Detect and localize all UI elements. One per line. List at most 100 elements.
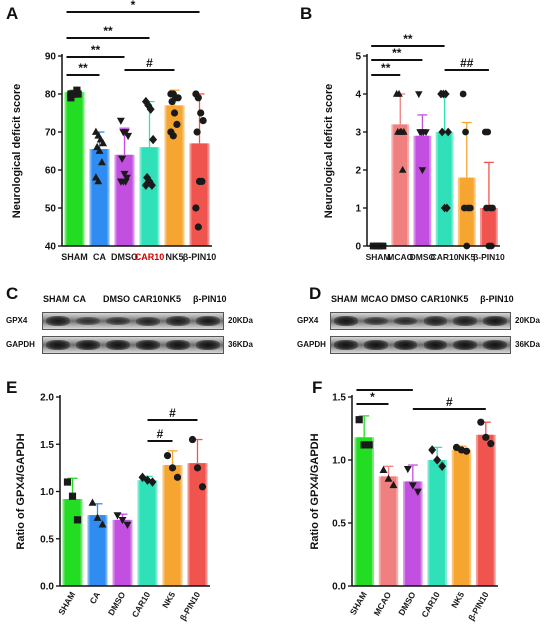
chart-b-plot: 0 1 2 3 4 5 Neurological deficit score SHAMMCAO…: [323, 32, 505, 262]
data-point: [67, 94, 75, 102]
data-point: [141, 96, 150, 107]
y-tick-label: 0.0: [332, 582, 346, 593]
bar-CA: [91, 149, 108, 246]
data-point: [422, 129, 430, 137]
data-point: [477, 418, 485, 426]
y-axis-label: Neurological deficit score: [11, 84, 23, 218]
data-point: [121, 129, 130, 137]
chart-a-neurological-score: 40 50 60 70 80 90 Neurological deficit score SH…: [11, 0, 216, 262]
y-tick-label: 0.5: [40, 534, 54, 545]
x-tick-label: SHAM: [348, 590, 369, 617]
y-tick-label: 1: [355, 204, 361, 215]
blot-band: [423, 340, 448, 350]
bar-β-PIN10: [191, 143, 208, 246]
data-point: [433, 455, 442, 465]
data-point: [143, 475, 152, 485]
blot-band: [334, 340, 358, 350]
blot-band: [483, 316, 507, 326]
data-point: [169, 132, 177, 140]
x-tick-label: β-PIN10: [183, 252, 217, 262]
blot-band: [166, 340, 190, 350]
data-point: [141, 180, 150, 190]
data-point: [168, 98, 176, 106]
data-point: [120, 170, 129, 179]
blot-size-label: 36KDa: [515, 340, 540, 349]
significance-label: *: [370, 390, 375, 404]
data-point: [198, 483, 207, 491]
blot-band: [46, 340, 70, 350]
bar-CAR10: [141, 147, 158, 246]
significance-label: #: [446, 395, 453, 409]
blot-band: [166, 316, 190, 326]
y-tick-label: 0.5: [332, 519, 346, 530]
blot-lane-label: β-PIN10: [480, 294, 514, 304]
bar-DMSO: [405, 481, 421, 586]
x-tick-label: SHAM: [366, 252, 391, 262]
data-point: [413, 488, 422, 496]
x-tick-label: β-PIN10: [178, 590, 203, 623]
bar-β-PIN10: [189, 463, 206, 586]
data-point: [118, 516, 127, 525]
data-point: [192, 204, 200, 212]
data-point: [188, 435, 197, 444]
data-point: [483, 204, 490, 212]
blot-lane-label: SHAM: [331, 294, 358, 304]
x-tick-label: β-PIN10: [473, 252, 505, 262]
bar-DMSO: [116, 154, 133, 246]
data-point: [145, 176, 154, 187]
blot-lane-label: NK5: [450, 294, 469, 304]
x-tick-label: MCAO: [387, 252, 413, 262]
chart-b-neurological-score: 0 1 2 3 4 5 Neurological deficit score SHAMMCAO…: [323, 32, 505, 262]
bar-CAR10: [139, 480, 156, 586]
panel-label-d: D: [309, 284, 322, 303]
data-point: [63, 478, 72, 486]
bar-MCAO: [380, 476, 397, 586]
significance-label: #: [146, 56, 153, 70]
data-point: [403, 465, 412, 474]
y-axis-label: Ratio of GPX4/GAPDH: [309, 433, 321, 549]
data-point: [487, 440, 495, 448]
chart-e-plot: 0.0 0.5 1.0 1.5 2.0 Ratio of GPX4/GAPDH SHAM CA…: [15, 393, 210, 623]
bar-NK5: [164, 465, 181, 586]
panel-label-a: A: [6, 4, 19, 23]
blot-lane-label: SHAM: [43, 294, 70, 304]
chart-a-plot: 40 50 60 70 80 90 Neurological deficit score SH…: [11, 0, 216, 262]
data-point: [97, 158, 106, 166]
panel-label-b: B: [300, 4, 313, 23]
data-point: [444, 127, 452, 137]
y-tick-label: 3: [355, 128, 361, 139]
data-point: [93, 513, 102, 521]
significance-label: #: [157, 427, 164, 441]
data-point: [194, 94, 202, 102]
data-point: [138, 472, 147, 483]
y-tick-label: 5: [355, 52, 361, 63]
data-point: [418, 167, 427, 175]
data-point: [438, 127, 446, 137]
x-tick-label: NK5: [160, 590, 177, 610]
data-point: [459, 90, 467, 98]
bar-DMSO: [415, 135, 430, 246]
data-point: [355, 416, 363, 424]
data-point: [360, 441, 368, 449]
x-tick-label: CAR10: [431, 252, 459, 262]
data-point: [170, 109, 179, 117]
significance-label: **: [381, 61, 391, 75]
panel-label-c: C: [6, 284, 19, 303]
bar-β-PIN10: [482, 208, 496, 246]
panel-label-e: E: [6, 378, 18, 397]
data-point: [68, 492, 77, 500]
x-tick-label: NK5: [165, 252, 183, 262]
data-point: [95, 146, 104, 154]
chart-f-gpx4-ratio: 0.0 0.5 1.0 1.5 Ratio of GPX4/GAPDH SHAM MCAO D…: [309, 385, 498, 622]
data-point: [121, 178, 130, 186]
blot-lane-label: CAR10: [133, 294, 163, 304]
data-point: [173, 473, 182, 481]
blot-lane-label: MCAO: [360, 294, 389, 304]
x-tick-label: SHAM: [61, 252, 88, 262]
blot-size-label: 20KDa: [228, 316, 253, 325]
y-tick-label: 60: [45, 166, 57, 177]
data-point: [173, 120, 181, 128]
data-point: [94, 177, 103, 185]
blot-lane-label: CAR10: [420, 294, 451, 304]
data-point: [460, 204, 468, 212]
